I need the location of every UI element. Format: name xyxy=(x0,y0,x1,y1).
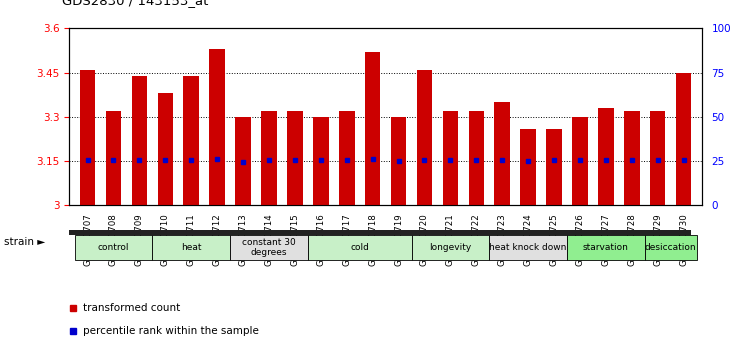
Bar xyxy=(520,129,536,205)
Bar xyxy=(313,117,329,205)
Bar xyxy=(287,111,303,205)
Text: heat: heat xyxy=(181,243,202,252)
Bar xyxy=(132,75,147,205)
Bar xyxy=(75,235,152,260)
Bar xyxy=(261,111,277,205)
Bar xyxy=(308,235,412,260)
Bar xyxy=(209,49,225,205)
Bar xyxy=(624,111,640,205)
Text: GDS2830 / 143153_at: GDS2830 / 143153_at xyxy=(62,0,208,7)
Text: control: control xyxy=(98,243,129,252)
Bar xyxy=(391,117,406,205)
Bar xyxy=(80,70,95,205)
Text: strain ►: strain ► xyxy=(4,236,45,247)
Text: transformed count: transformed count xyxy=(83,303,181,313)
Bar xyxy=(339,111,355,205)
Bar xyxy=(572,117,588,205)
Bar xyxy=(442,111,458,205)
Bar xyxy=(412,235,489,260)
Text: desiccation: desiccation xyxy=(645,243,697,252)
Text: starvation: starvation xyxy=(583,243,629,252)
Bar xyxy=(567,235,645,260)
Bar xyxy=(489,235,567,260)
Text: heat knock down: heat knock down xyxy=(490,243,567,252)
Bar xyxy=(106,111,121,205)
Bar xyxy=(598,108,613,205)
Bar xyxy=(230,235,308,260)
Bar xyxy=(365,52,380,205)
Bar xyxy=(494,102,510,205)
Bar xyxy=(152,235,230,260)
Bar xyxy=(469,111,484,205)
Bar xyxy=(650,111,665,205)
Bar xyxy=(183,75,199,205)
Bar xyxy=(69,230,692,235)
Text: percentile rank within the sample: percentile rank within the sample xyxy=(83,326,260,336)
Bar xyxy=(235,117,251,205)
Text: cold: cold xyxy=(350,243,369,252)
Bar xyxy=(417,70,432,205)
Text: longevity: longevity xyxy=(429,243,471,252)
Bar xyxy=(158,93,173,205)
Bar xyxy=(645,235,697,260)
Bar xyxy=(676,73,692,205)
Bar xyxy=(546,129,562,205)
Text: constant 30
degrees: constant 30 degrees xyxy=(242,238,296,257)
